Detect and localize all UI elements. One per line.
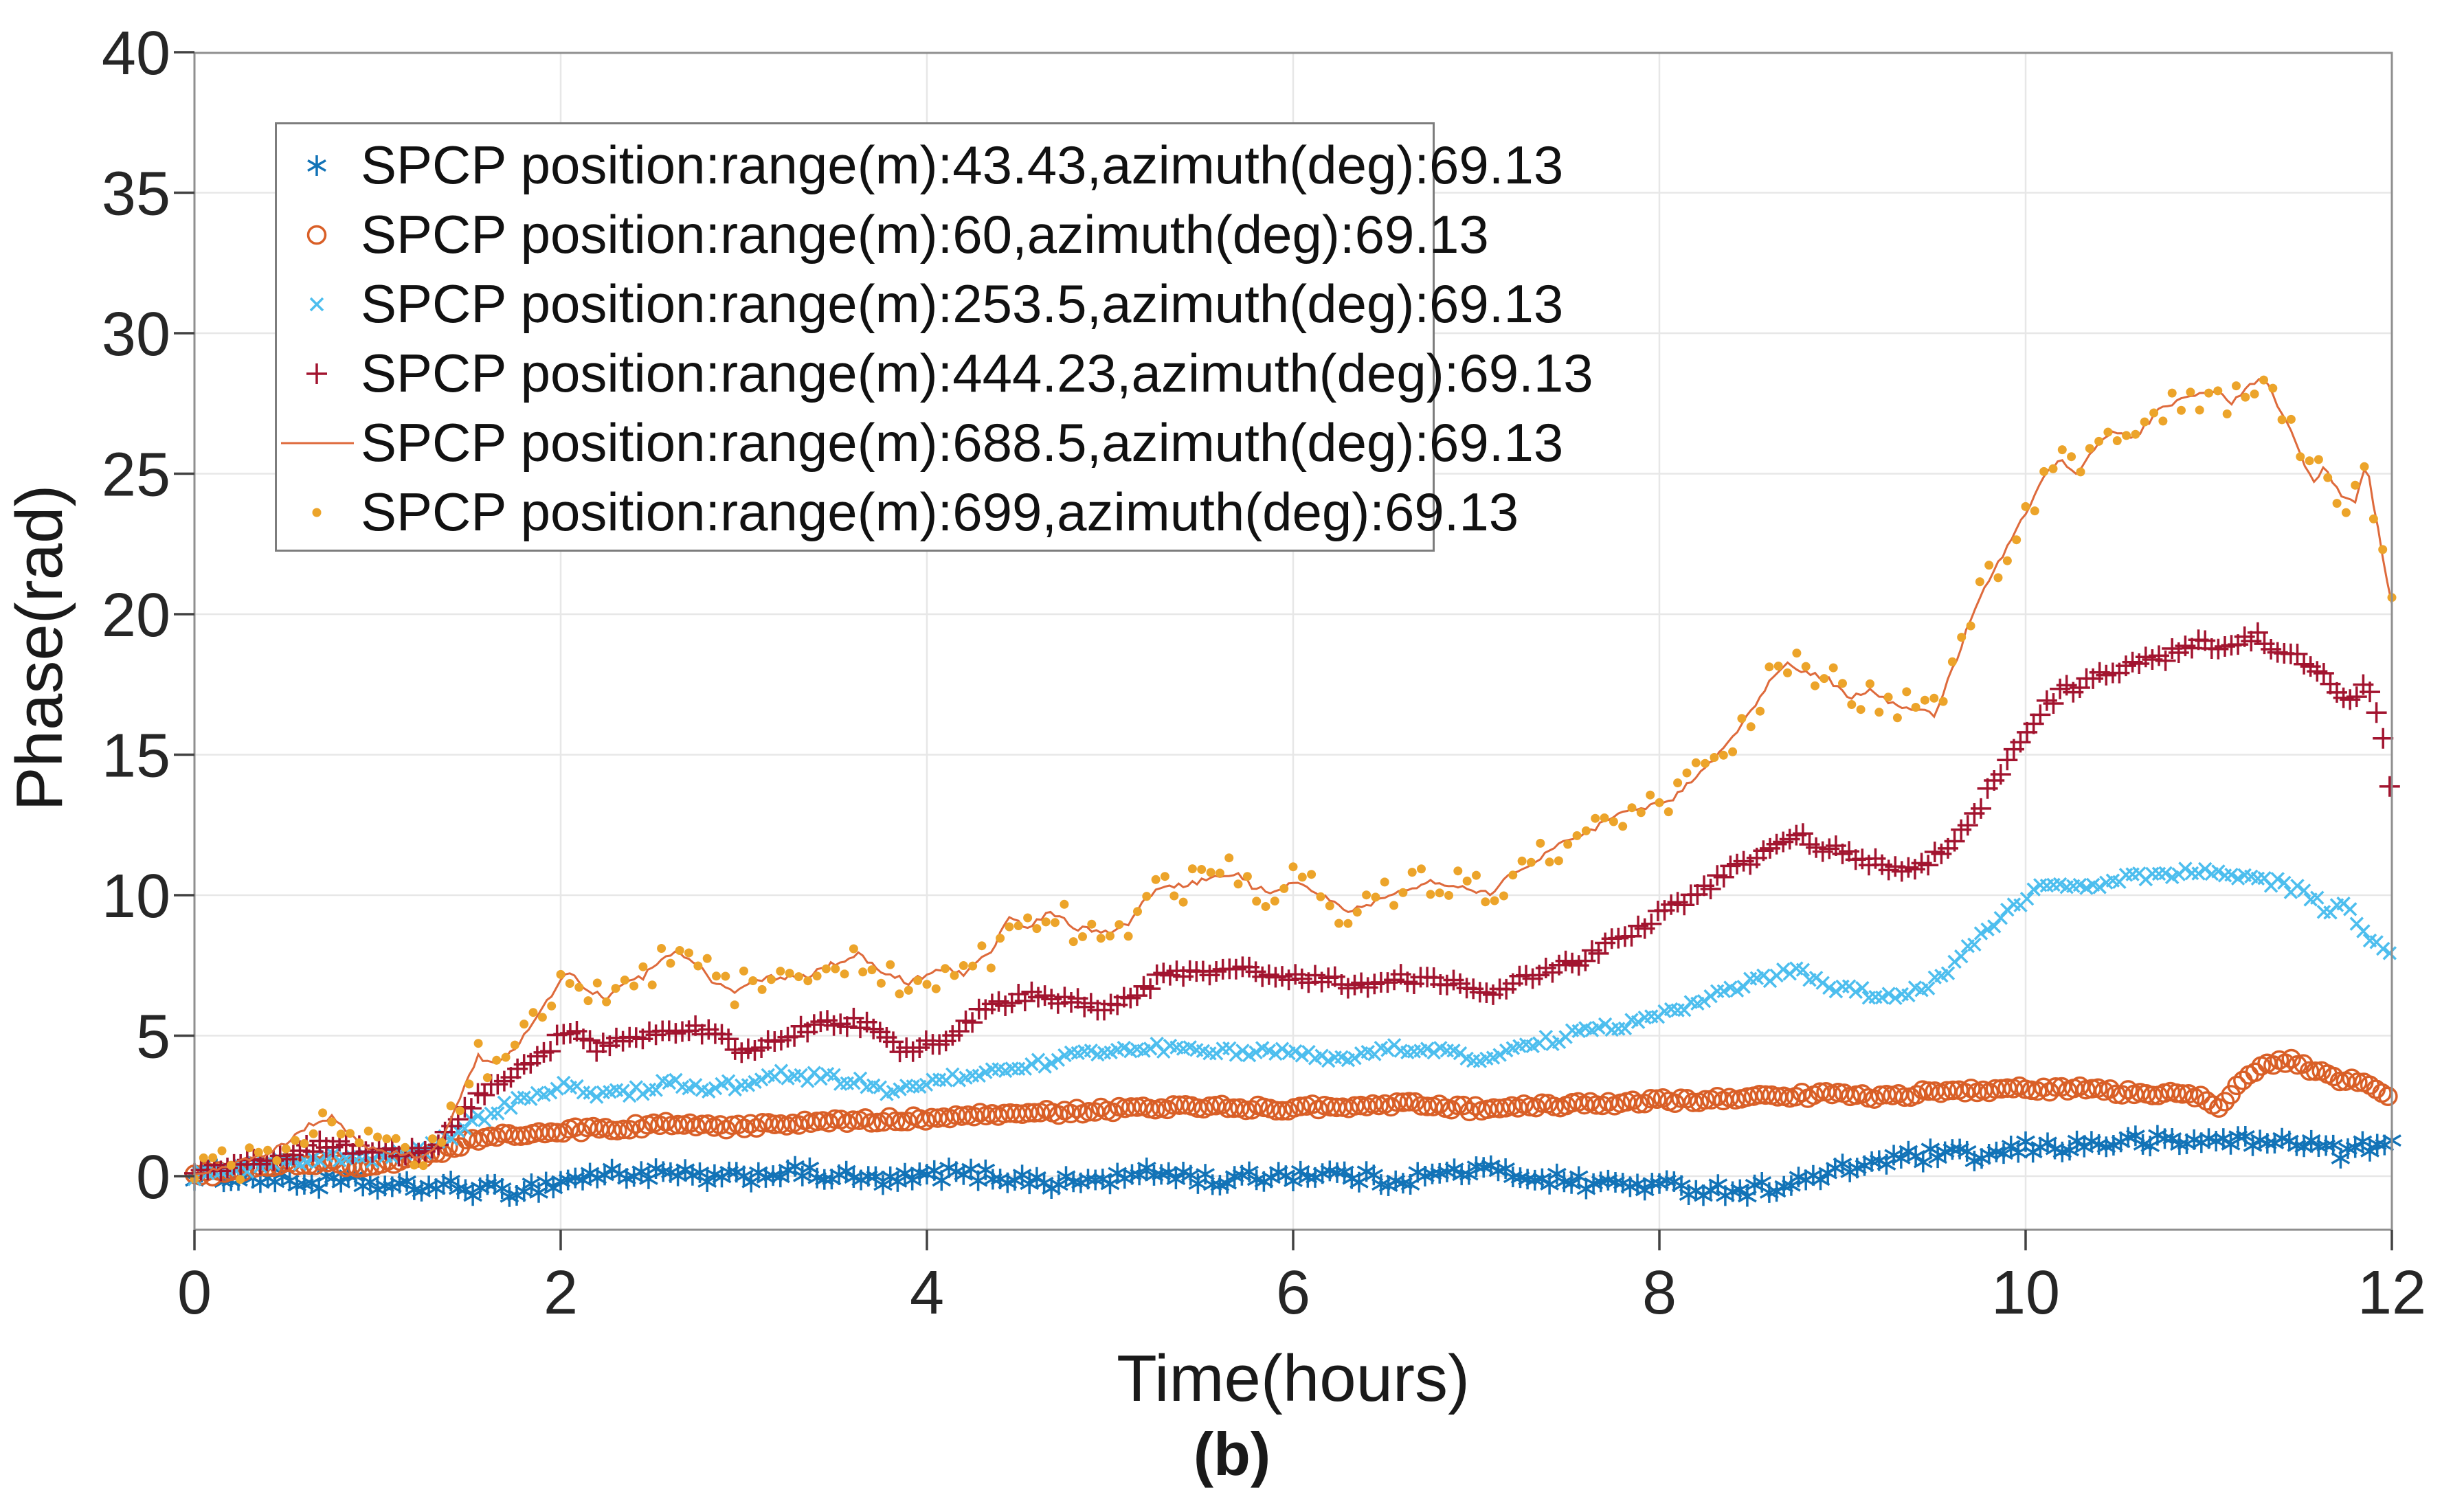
asterisk-marker-icon bbox=[307, 155, 326, 176]
y-tick-5: 5 bbox=[136, 1003, 170, 1072]
x-tick-12: 12 bbox=[2357, 1259, 2426, 1327]
plus-marker-icon bbox=[306, 363, 327, 384]
y-tick-25: 25 bbox=[102, 441, 170, 510]
y-tick-20: 20 bbox=[102, 581, 170, 650]
legend-label: SPCP position:range(m):688.5,azimuth(deg… bbox=[361, 412, 1564, 473]
legend-row-range-253-5: SPCP position:range(m):253.5,azimuth(deg… bbox=[277, 269, 1563, 339]
legend-label: SPCP position:range(m):60,azimuth(deg):6… bbox=[361, 204, 1489, 264]
legend-row-range-43-43: SPCP position:range(m):43.43,azimuth(deg… bbox=[277, 131, 1563, 200]
y-tick-10: 10 bbox=[102, 862, 170, 931]
y-axis-label: Phase(rad) bbox=[3, 484, 76, 811]
circle-marker-icon bbox=[306, 225, 327, 245]
x-tick-6: 6 bbox=[1276, 1259, 1310, 1327]
x-tick-2: 2 bbox=[544, 1259, 578, 1327]
x-tick-8: 8 bbox=[1642, 1259, 1677, 1327]
legend-row-range-60: SPCP position:range(m):60,azimuth(deg):6… bbox=[277, 200, 1489, 269]
legend-label: SPCP position:range(m):444.23,azimuth(de… bbox=[361, 343, 1593, 403]
legend-label: SPCP position:range(m):43.43,azimuth(deg… bbox=[361, 135, 1564, 195]
y-tick-labels: 0 5 10 15 20 25 30 35 40 bbox=[102, 19, 170, 1212]
x-tick-0: 0 bbox=[177, 1259, 212, 1327]
x-marker-icon bbox=[309, 297, 324, 311]
legend-label: SPCP position:range(m):699,azimuth(deg):… bbox=[361, 482, 1519, 542]
x-tick-4: 4 bbox=[910, 1259, 944, 1327]
y-tick-15: 15 bbox=[102, 722, 170, 791]
y-tick-35: 35 bbox=[102, 160, 170, 229]
dot-marker-icon bbox=[312, 508, 322, 517]
y-tick-0: 0 bbox=[136, 1143, 170, 1212]
x-tick-10: 10 bbox=[1991, 1259, 2060, 1327]
series-range-688-5 bbox=[194, 378, 2393, 1175]
legend: SPCP position:range(m):43.43,azimuth(deg… bbox=[275, 122, 1593, 552]
figure-caption: (b) bbox=[1193, 1420, 1271, 1488]
y-tick-30: 30 bbox=[102, 300, 170, 369]
legend-row-range-688-5: SPCP position:range(m):688.5,azimuth(deg… bbox=[277, 408, 1563, 477]
legend-label: SPCP position:range(m):253.5,azimuth(deg… bbox=[361, 273, 1564, 334]
line-marker-icon bbox=[281, 442, 354, 444]
x-tick-labels: 0 2 4 6 8 10 12 bbox=[177, 1259, 2426, 1327]
legend-row-range-444-23: SPCP position:range(m):444.23,azimuth(de… bbox=[277, 339, 1593, 408]
x-axis-label: Time(hours) bbox=[1117, 1342, 1470, 1415]
legend-row-range-699: SPCP position:range(m):699,azimuth(deg):… bbox=[277, 477, 1519, 547]
y-tick-40: 40 bbox=[102, 19, 170, 88]
